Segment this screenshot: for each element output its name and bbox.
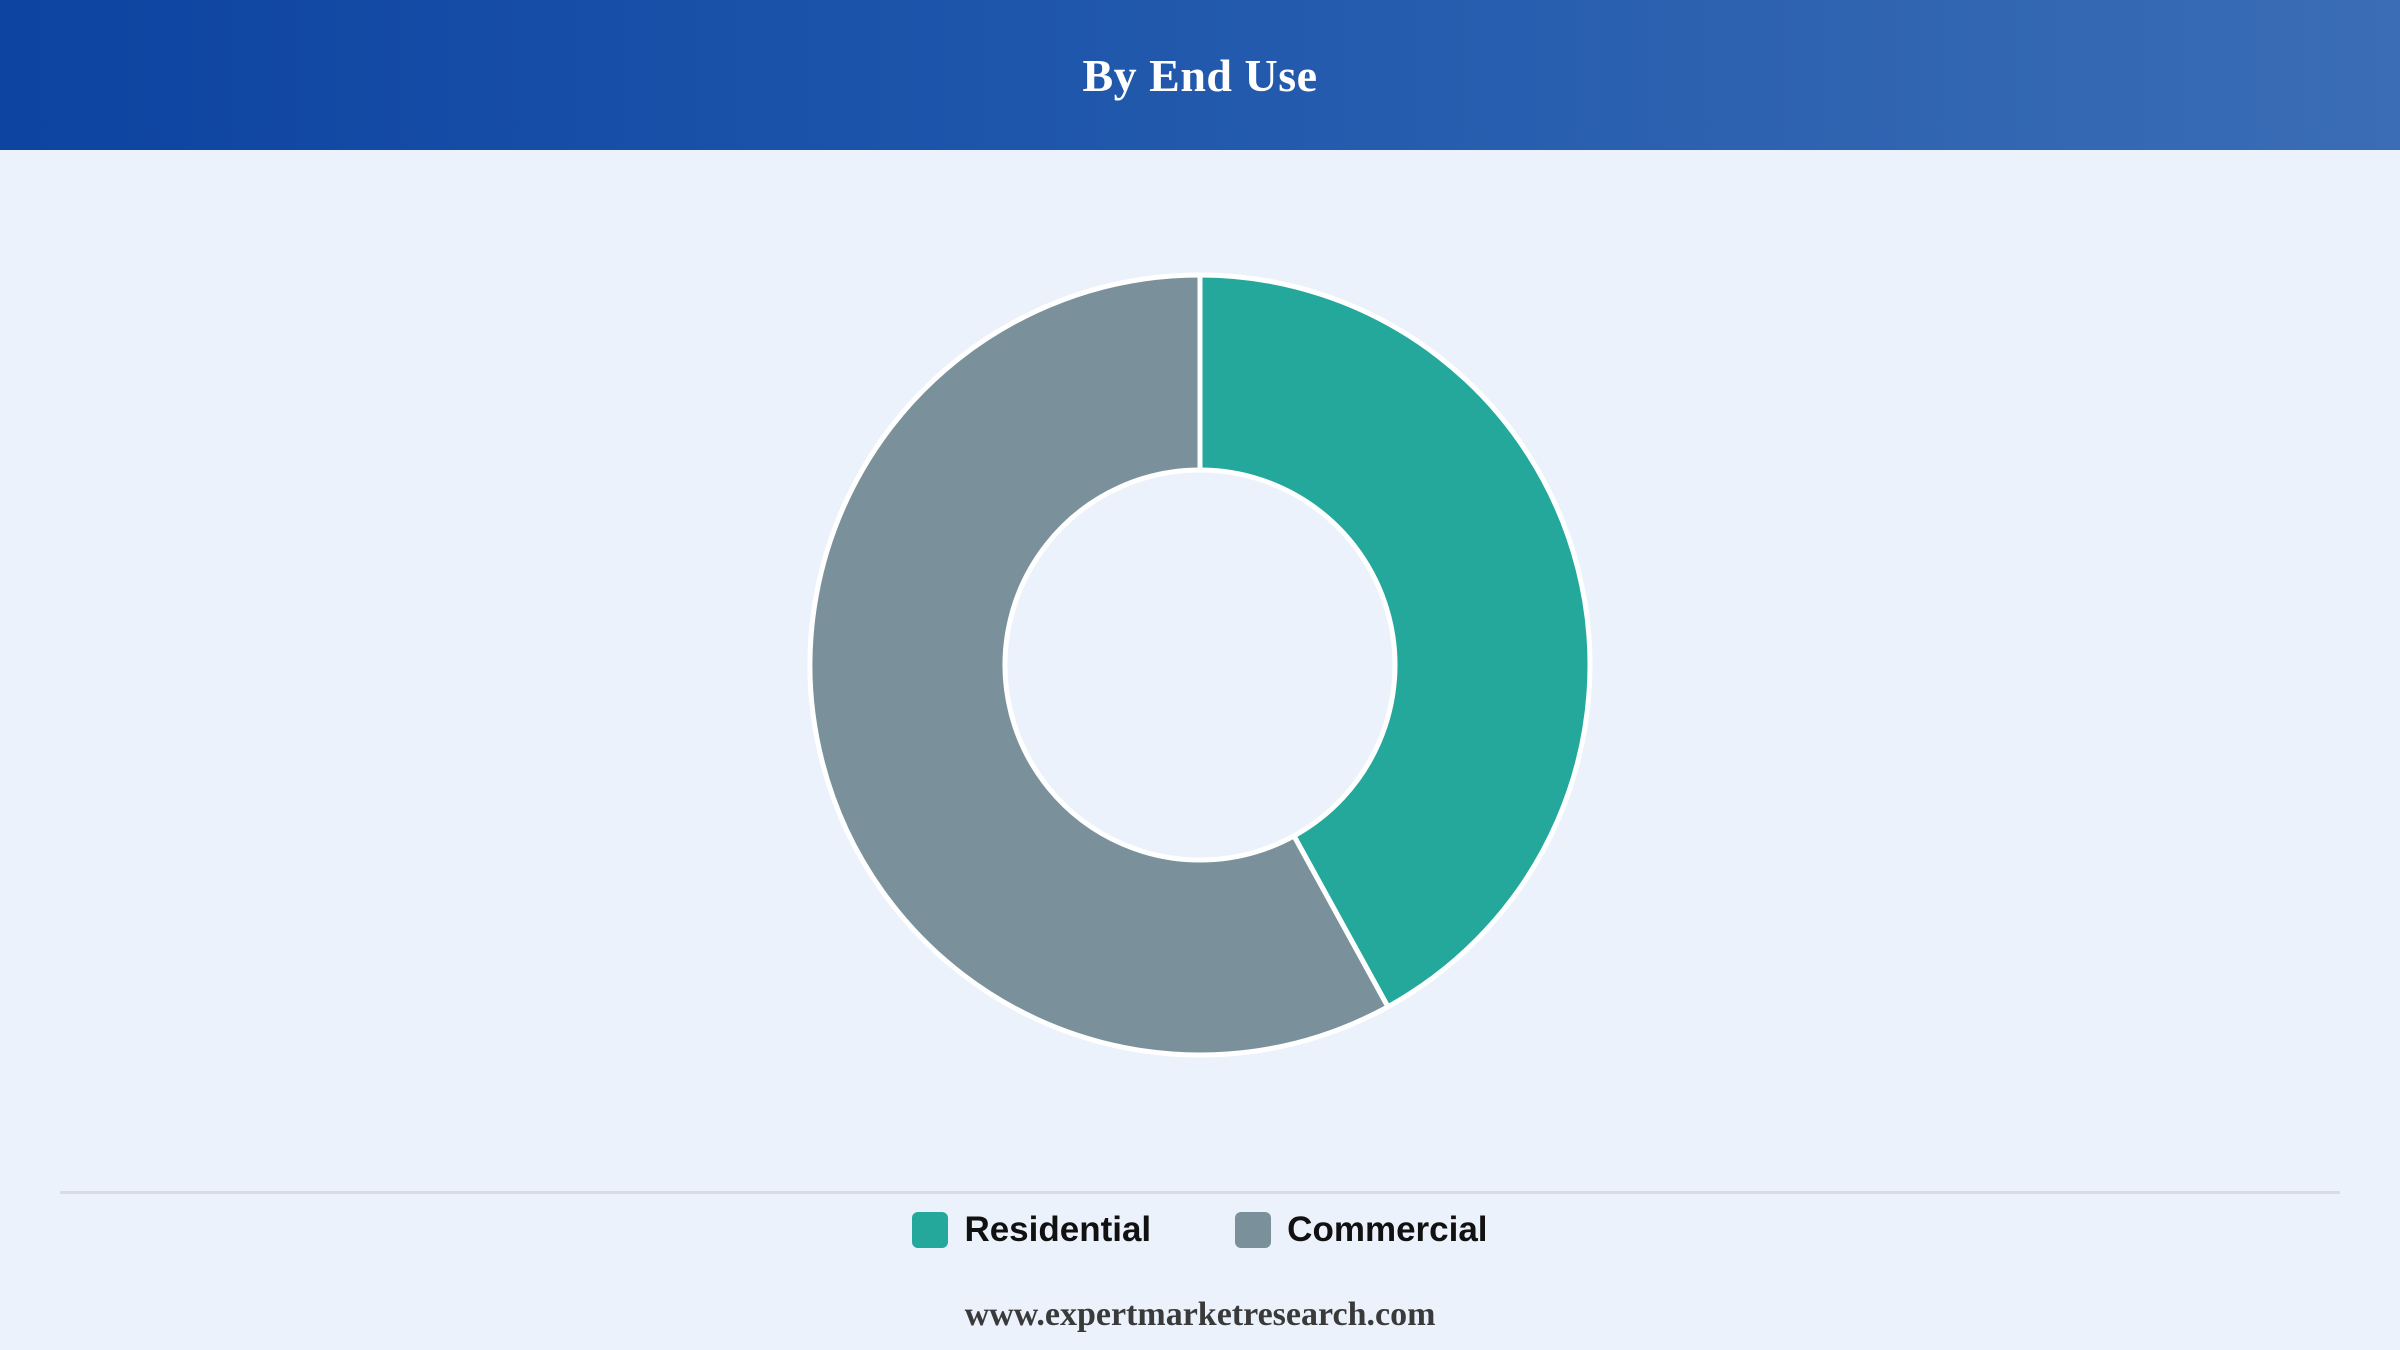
legend-label-commercial: Commercial (1287, 1210, 1488, 1249)
donut-chart (807, 272, 1593, 1058)
legend-swatch-commercial (1235, 1212, 1272, 1248)
chart-title: By End Use (1082, 49, 1318, 101)
legend-divider (60, 1191, 2340, 1194)
donut-slice-commercial[interactable] (807, 272, 1391, 1058)
chart-area (0, 150, 2400, 1190)
legend: Residential Commercial (0, 1206, 2400, 1254)
legend-label-residential: Residential (964, 1210, 1152, 1249)
legend-item-residential[interactable]: Residential (912, 1210, 1151, 1250)
source-footer: www.expertmarketresearch.com (964, 1296, 1436, 1333)
legend-item-commercial[interactable]: Commercial (1235, 1210, 1488, 1250)
legend-swatch-residential (912, 1212, 949, 1248)
donut-slice-residential[interactable] (1197, 272, 1593, 1010)
header-bar: By End Use (0, 0, 2400, 150)
